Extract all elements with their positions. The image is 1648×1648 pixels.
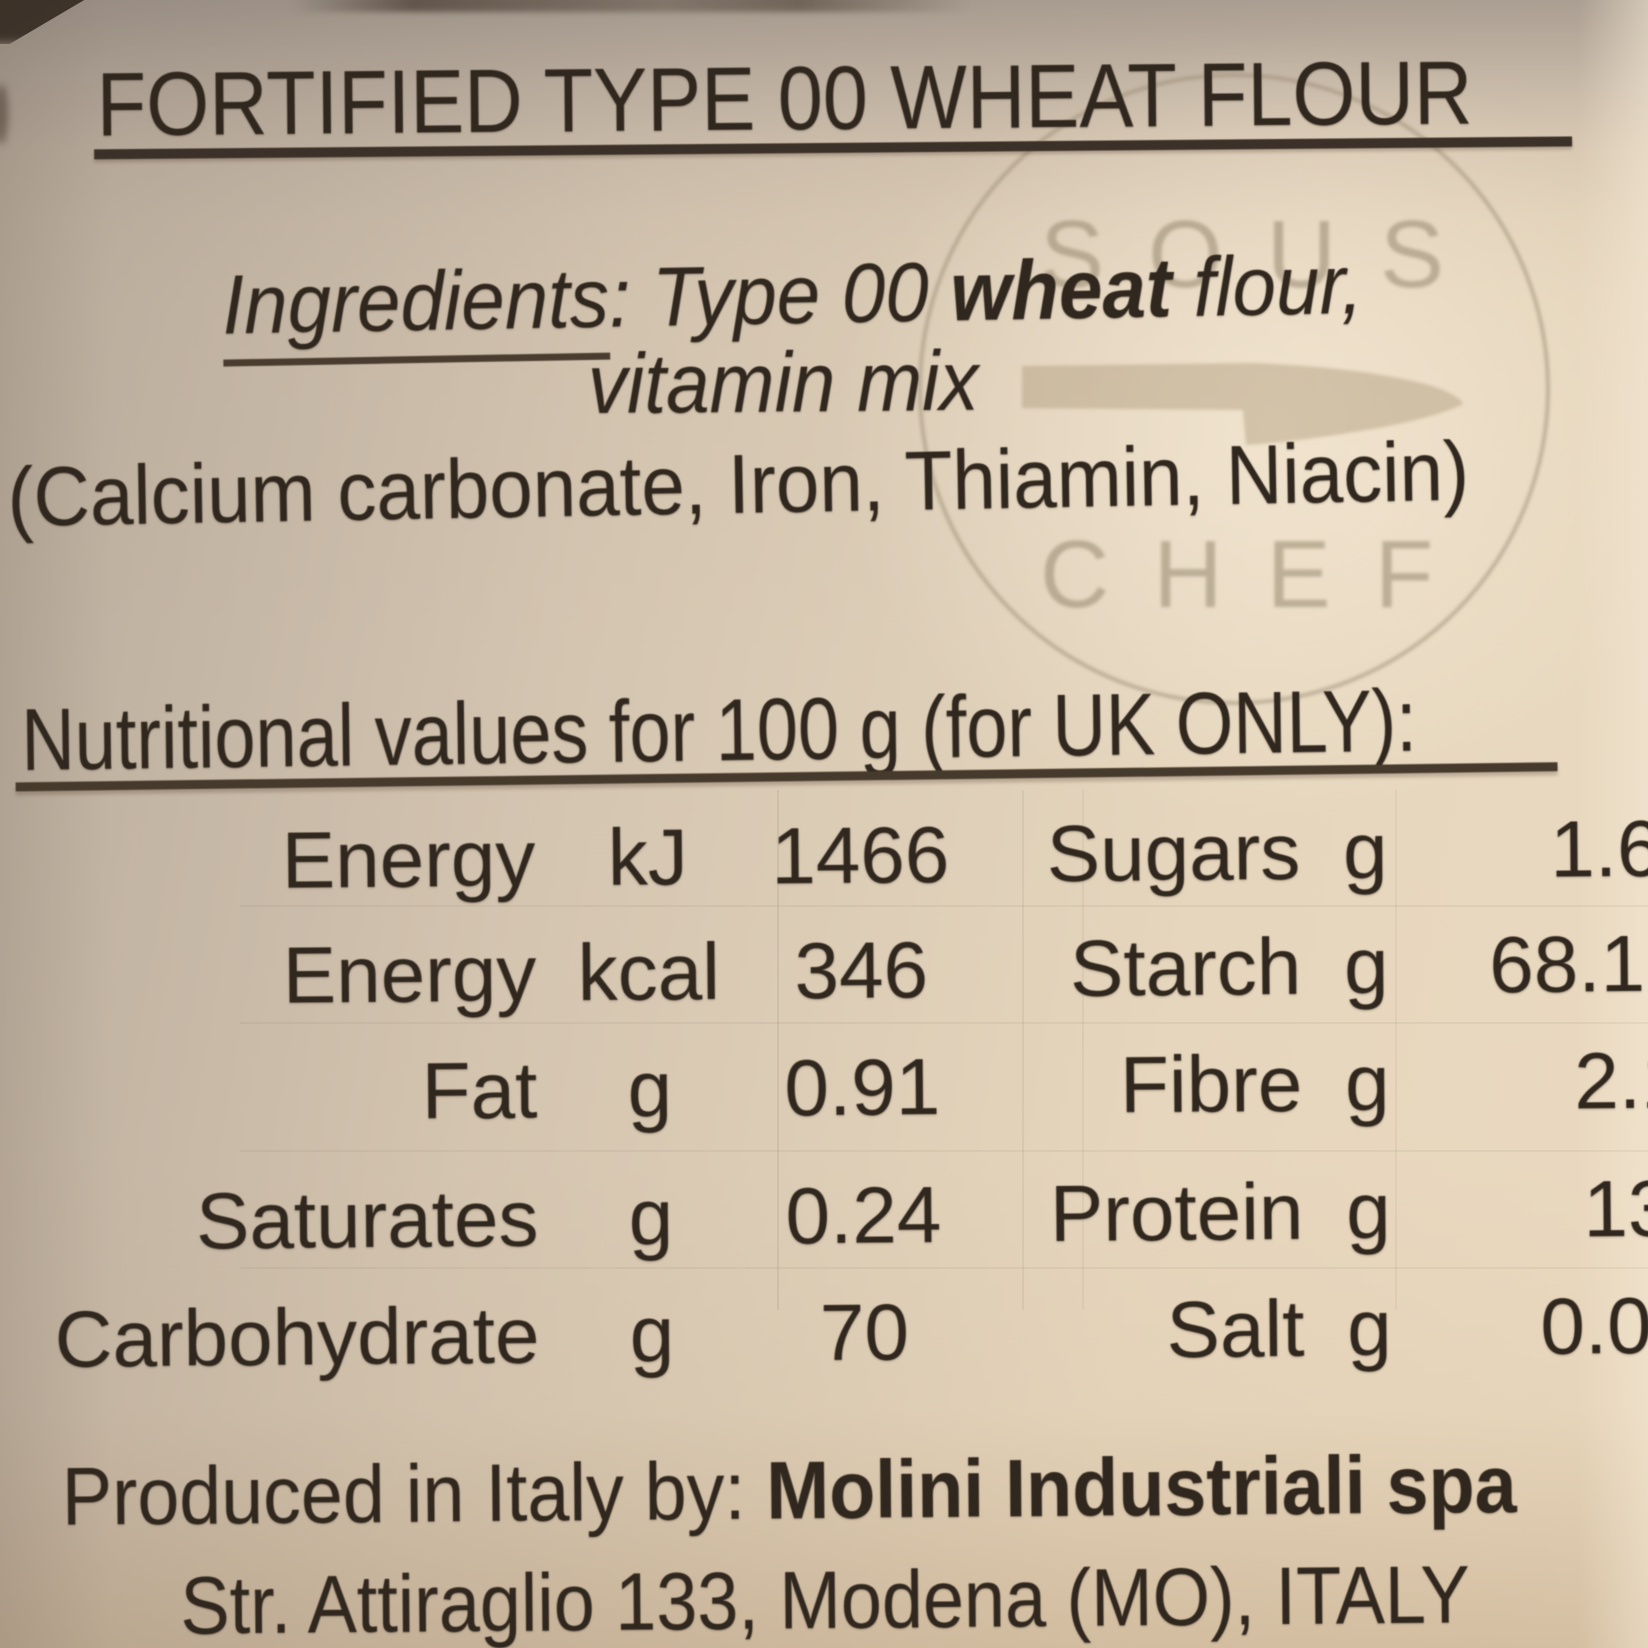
photo-top-edge-shadow [290, 0, 970, 12]
ingredients-line: Ingredients: Type 00 wheat flour, [0, 237, 1644, 367]
gridline [240, 1022, 1648, 1024]
nutrient-name: Starch [1069, 921, 1302, 1013]
gridline [1082, 790, 1084, 1310]
ingredients-text: : Type 00 [607, 244, 951, 345]
nutrient-unit: g [1345, 1166, 1392, 1256]
nutrient-unit: g [1346, 1283, 1393, 1373]
nutrient-value: 0.24 [785, 1169, 942, 1261]
nutrient-value: 0.00 [1540, 1280, 1648, 1371]
producer-address: Str. Attiraglio 133, Modena (MO), ITALY [179, 1549, 1470, 1648]
nutrient-unit: g [1343, 921, 1389, 1011]
nutrient-name: Carbohydrate [54, 1290, 540, 1384]
nutrient-name: Energy [281, 813, 536, 905]
nutrient-value: 1466 [770, 809, 950, 901]
nutrient-name: Fat [421, 1045, 538, 1136]
table-row: Energy kJ 1466 Sugars g 1.6 [0, 803, 1648, 913]
watermark-circle [918, 73, 1550, 705]
nutrient-value: 13 [1582, 1163, 1648, 1254]
nutrient-value: 346 [794, 925, 929, 1016]
nutrient-unit: g [628, 1172, 674, 1262]
nutrient-value: 1.6 [1549, 803, 1648, 894]
product-title: FORTIFIED TYPE 00 WHEAT FLOUR [96, 43, 1473, 156]
nutrient-name: Protein [1049, 1166, 1304, 1259]
nutrient-unit: g [627, 1044, 673, 1134]
nutrient-unit: g [1344, 1038, 1390, 1128]
photo-left-edge-mark [0, 84, 8, 144]
gridline [240, 905, 1648, 907]
nutrient-name: Salt [1166, 1283, 1305, 1375]
table-row: Energy kcal 346 Starch g 68.1 [1, 918, 1648, 1028]
nutrient-name: Fibre [1119, 1038, 1303, 1130]
nutrient-unit: kJ [607, 812, 689, 902]
gridline [240, 1150, 1648, 1152]
table-row: Saturates g 0.24 Protein g 13 [3, 1163, 1648, 1273]
nutrient-unit: g [629, 1289, 675, 1379]
gridline [777, 790, 779, 1310]
watermark-text-bottom: CHEF [1040, 521, 1478, 628]
nutrient-value: 2.1 [1573, 1035, 1648, 1126]
nutrient-value: 0.91 [784, 1041, 941, 1133]
nutrient-name: Saturates [195, 1173, 539, 1266]
nutrient-unit: kcal [577, 926, 721, 1018]
table-row: Carbohydrate g 70 Salt g 0.00 [4, 1280, 1648, 1390]
gridline [1395, 790, 1397, 1310]
nutrient-unit: g [1342, 806, 1388, 896]
nutrient-value: 68.1 [1488, 918, 1646, 1010]
watermark-text-top: SOUS [1040, 201, 1489, 308]
nutrient-value: 70 [819, 1287, 910, 1378]
ingredients-bold-word: wheat [949, 240, 1173, 339]
producer-line: Produced in Italy by: Molini Industriali… [61, 1439, 1517, 1543]
producer-prefix: Produced in Italy by: [61, 1445, 767, 1543]
table-row: Fat g 0.91 Fibre g 2.1 [2, 1035, 1648, 1145]
nutrient-name: Sugars [1046, 806, 1301, 899]
gridline [240, 1267, 1648, 1269]
nutrient-name: Energy [282, 928, 537, 1020]
ingredients-line-2: vitamin mix [587, 333, 979, 432]
ingredients-line-3: (Calcium carbonate, Iron, Thiamin, Niaci… [6, 423, 1470, 545]
gridline [1022, 790, 1024, 1310]
ingredients-text-end: flour, [1170, 236, 1364, 335]
producer-name: Molini Industriali spa [765, 1438, 1517, 1537]
